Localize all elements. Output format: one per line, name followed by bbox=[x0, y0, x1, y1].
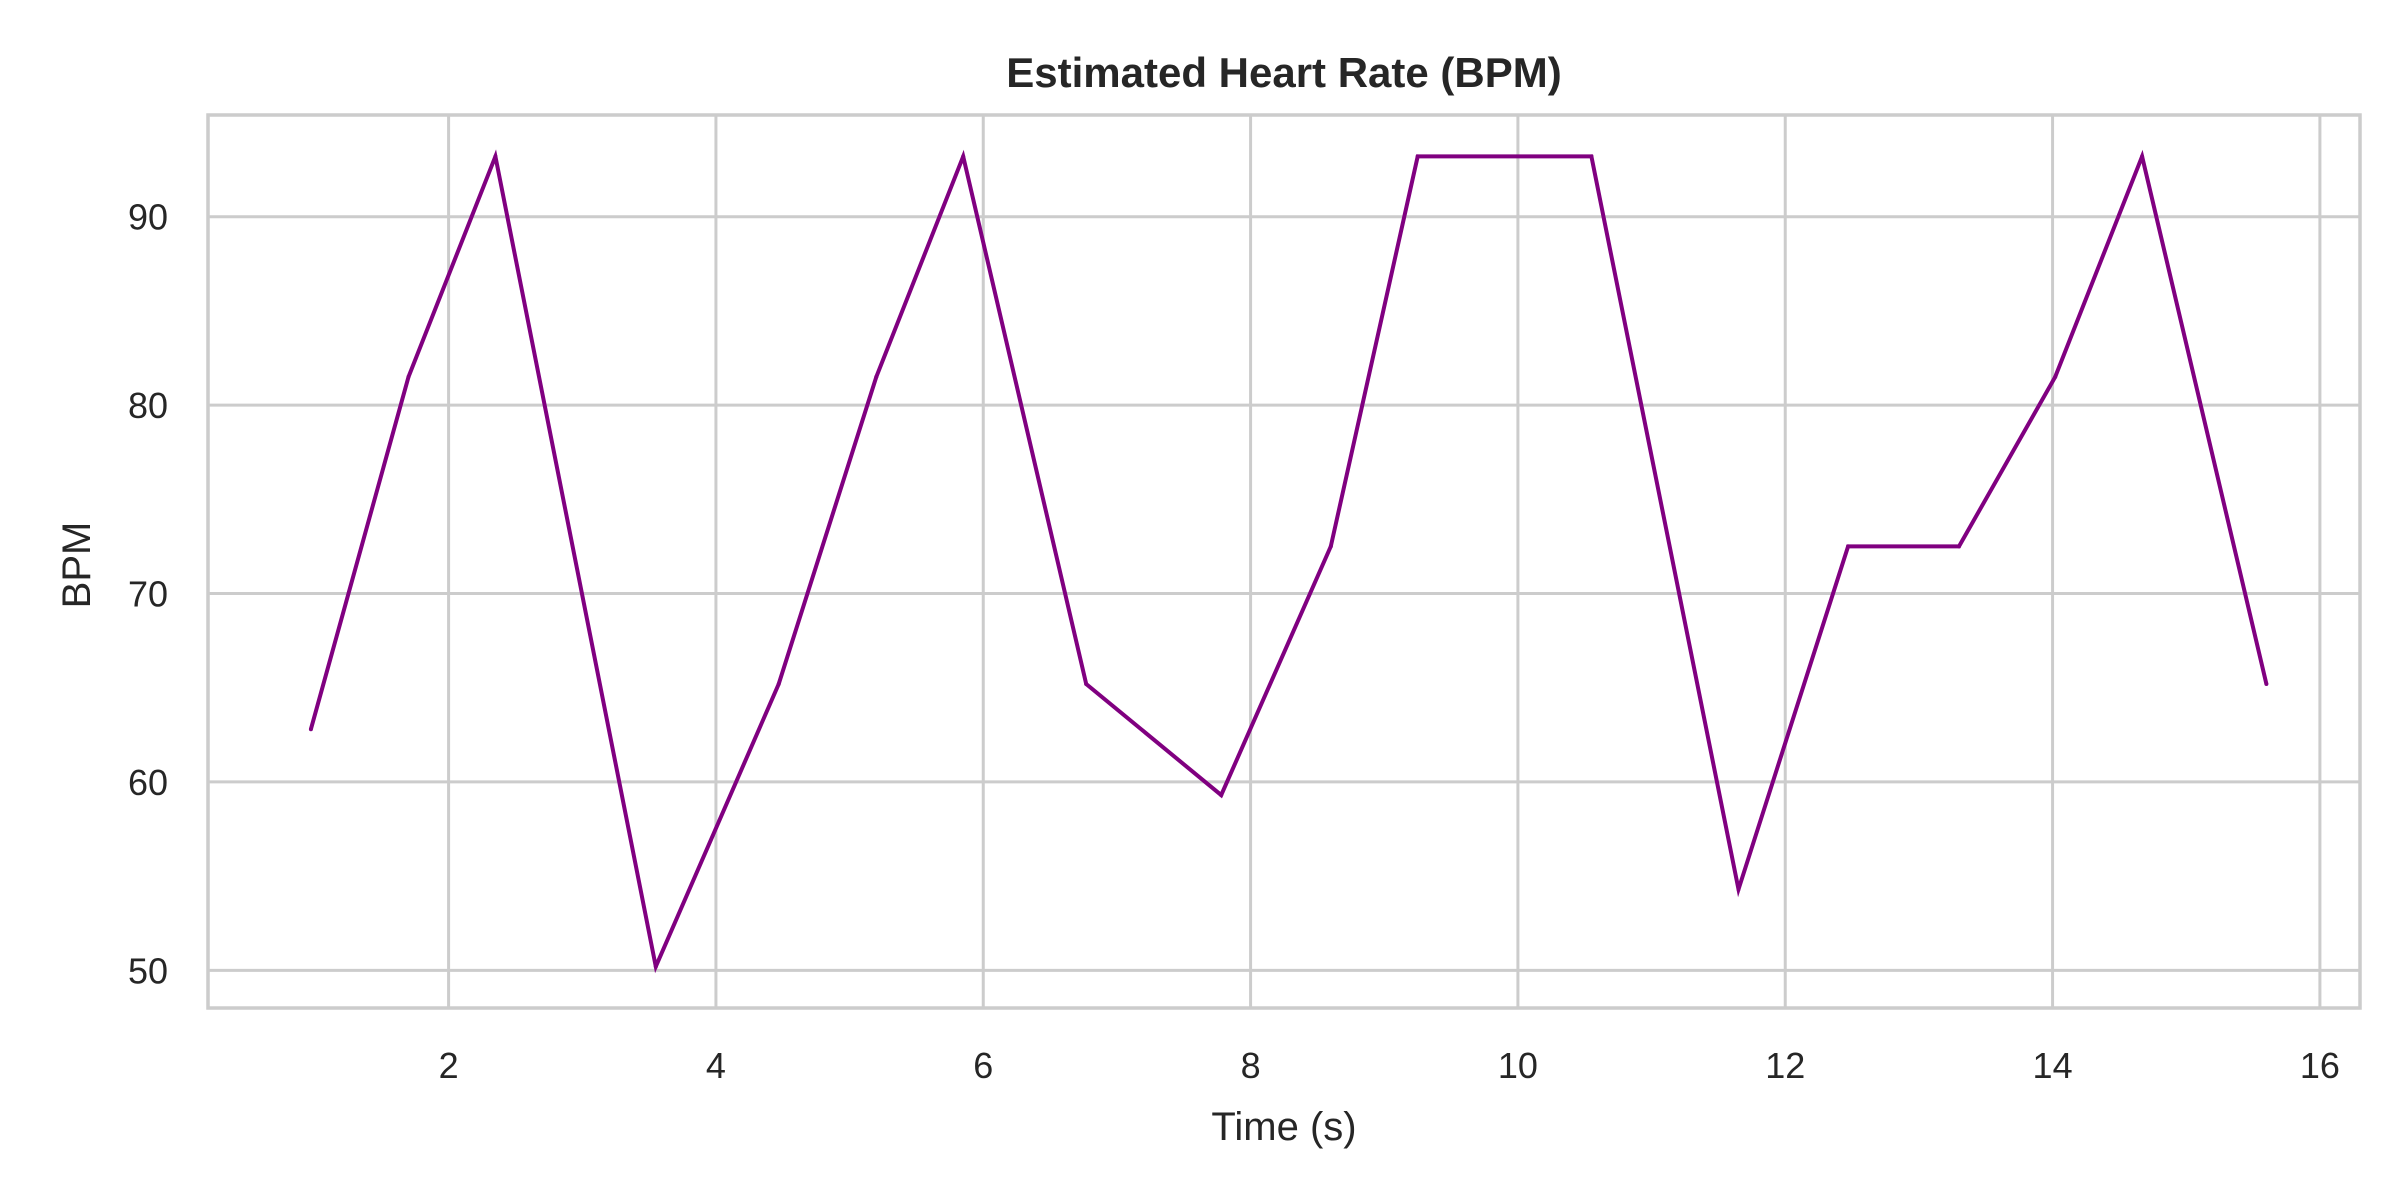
y-axis-label: BPM bbox=[55, 522, 99, 609]
data-point bbox=[961, 154, 966, 159]
data-point bbox=[2140, 154, 2145, 159]
data-point bbox=[2053, 374, 2058, 379]
data-point bbox=[1219, 793, 1224, 798]
chart-title: Estimated Heart Rate (BPM) bbox=[1006, 49, 1561, 96]
data-point bbox=[406, 374, 411, 379]
data-point bbox=[874, 374, 879, 379]
data-point bbox=[1415, 154, 1420, 159]
data-point bbox=[653, 964, 658, 969]
data-point bbox=[1589, 154, 1594, 159]
y-tick-label: 70 bbox=[128, 574, 168, 615]
data-point bbox=[1957, 544, 1961, 549]
plot-frame bbox=[206, 113, 2362, 1010]
series-line bbox=[308, 149, 2269, 974]
y-tick-label: 60 bbox=[128, 762, 168, 803]
x-tick-label: 8 bbox=[1241, 1045, 1261, 1086]
x-tick-label: 10 bbox=[1498, 1045, 1538, 1086]
data-point bbox=[1328, 544, 1333, 549]
data-point bbox=[776, 682, 781, 686]
data-point bbox=[1846, 544, 1851, 549]
data-point bbox=[1084, 682, 1089, 686]
y-tick-label: 50 bbox=[128, 950, 168, 991]
data-point bbox=[493, 154, 498, 159]
x-tick-label: 6 bbox=[973, 1045, 993, 1086]
data-point bbox=[308, 727, 313, 732]
x-tick-label: 12 bbox=[1765, 1045, 1805, 1086]
data-point bbox=[2264, 682, 2269, 686]
series-layer bbox=[308, 149, 2269, 974]
y-tick-label: 80 bbox=[128, 385, 168, 426]
x-tick-label: 16 bbox=[2300, 1045, 2340, 1086]
y-tick-labels: 50 60 70 80 90 bbox=[128, 197, 168, 992]
x-tick-label: 14 bbox=[2033, 1045, 2073, 1086]
x-tick-label: 4 bbox=[706, 1045, 726, 1086]
grid bbox=[208, 115, 2360, 1008]
data-point bbox=[1736, 887, 1741, 892]
x-tick-label: 2 bbox=[439, 1045, 459, 1086]
x-axis-label: Time (s) bbox=[1211, 1105, 1356, 1149]
x-tick-labels: 2 4 6 8 10 12 14 16 bbox=[439, 1045, 2340, 1086]
y-tick-label: 90 bbox=[128, 197, 168, 238]
